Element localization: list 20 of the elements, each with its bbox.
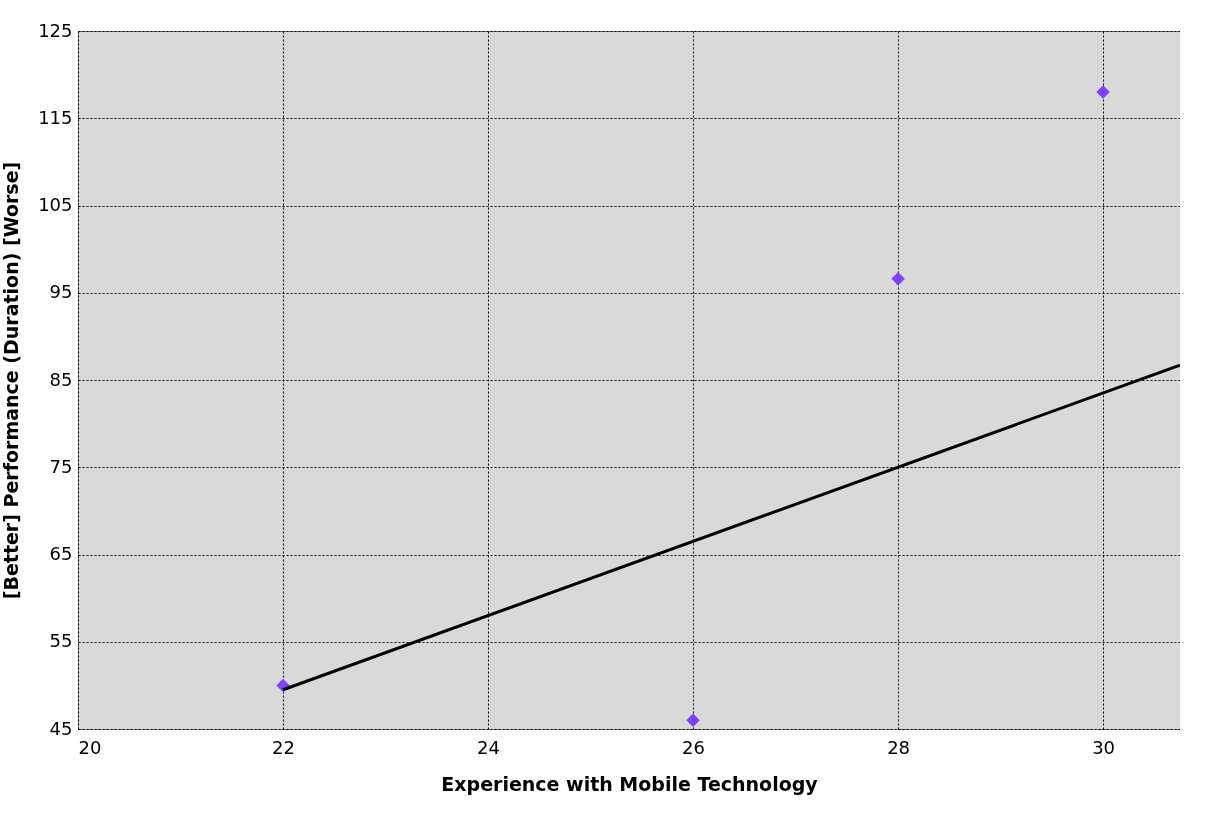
x-tick-label: 22	[272, 736, 295, 758]
y-tick-label: 125	[38, 19, 73, 41]
y-tick-label: 45	[49, 717, 73, 739]
x-tick-label: 24	[477, 736, 500, 758]
point	[1096, 85, 1110, 99]
y-tick-label: 55	[49, 630, 73, 652]
y-tick-label: 105	[38, 194, 73, 215]
y-axis-title: [Better] Performance (Duration) [Worse]	[0, 161, 23, 600]
y-tick-label: 95	[49, 281, 73, 303]
x-tick-label: 28	[887, 736, 911, 758]
y-tick-label: 85	[49, 368, 73, 390]
x-axis-title: Experience with Mobile Technology	[441, 772, 819, 795]
x-tick-label: 20	[78, 736, 102, 758]
y-tick-label: 75	[49, 455, 73, 477]
x-tick-label: 26	[682, 736, 706, 758]
y-tick-label: 65	[49, 543, 73, 564]
y-tick-label: 115	[38, 106, 73, 128]
point	[686, 713, 700, 727]
point	[891, 272, 905, 286]
x-tick-label: 30	[1092, 736, 1116, 758]
